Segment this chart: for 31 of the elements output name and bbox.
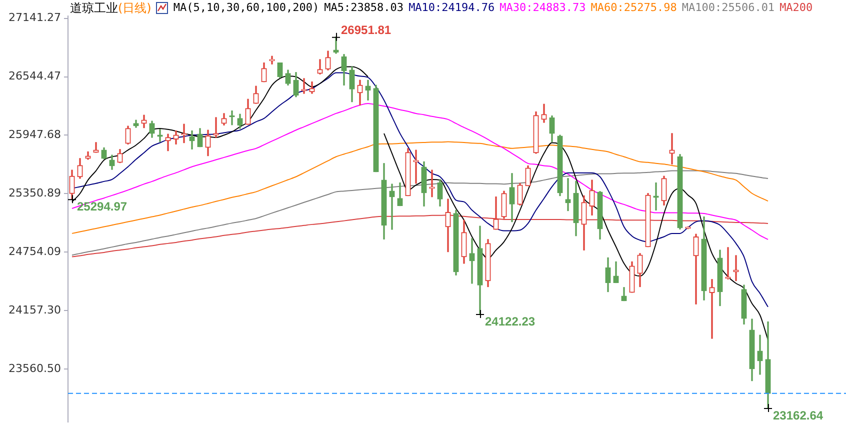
annotation: 24122.23 bbox=[485, 314, 536, 328]
y-tick-label: 27141.27 bbox=[8, 11, 61, 24]
candlestick bbox=[389, 184, 395, 230]
text: 23162.64 bbox=[773, 408, 824, 422]
candlestick bbox=[669, 133, 675, 164]
legend-title: MA(5,10,30,60,100,200) bbox=[173, 1, 320, 15]
candlestick bbox=[365, 80, 371, 100]
candlestick bbox=[565, 178, 571, 212]
chart-title: 道琼工业 bbox=[70, 1, 118, 15]
y-tick-label: 24157.30 bbox=[8, 303, 61, 316]
text: MA200 bbox=[780, 1, 813, 15]
candlestick bbox=[709, 279, 715, 339]
text: MA60:25275.98 bbox=[590, 1, 677, 15]
y-tick-label: 25350.89 bbox=[8, 186, 61, 200]
candlestick bbox=[189, 130, 195, 150]
candlestick bbox=[165, 134, 171, 152]
annotation: 26951.81 bbox=[341, 23, 392, 38]
candlestick bbox=[93, 142, 99, 153]
text: MA10:24194.76 bbox=[408, 1, 495, 15]
candlestick bbox=[469, 238, 475, 284]
chart-subtitle: (日线) bbox=[118, 1, 152, 15]
text: MA30:24883.73 bbox=[500, 1, 586, 15]
y-tick-label: 24754.09 bbox=[8, 245, 61, 258]
annotation: 25294.97 bbox=[77, 199, 128, 214]
line-series bbox=[72, 141, 768, 234]
line-series bbox=[72, 102, 768, 240]
text: MA100:25506.01 bbox=[682, 1, 775, 15]
y-tick-label: 26544.47 bbox=[8, 70, 61, 83]
y-tick-label: 23560.50 bbox=[8, 362, 61, 375]
text: MA5:23858.03 bbox=[324, 1, 404, 15]
y-tick-label: 25947.68 bbox=[8, 128, 61, 142]
